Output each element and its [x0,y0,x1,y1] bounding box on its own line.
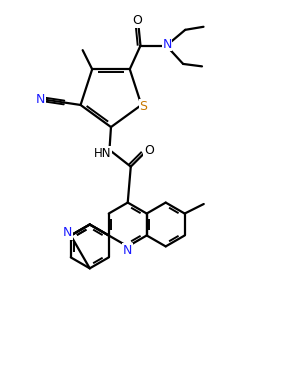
Text: N: N [162,38,172,51]
Text: S: S [140,100,147,113]
Text: O: O [144,144,154,157]
Text: N: N [62,226,72,239]
Text: O: O [132,14,142,27]
Text: N: N [36,93,45,106]
Text: N: N [122,244,132,257]
Text: HN: HN [94,147,112,160]
